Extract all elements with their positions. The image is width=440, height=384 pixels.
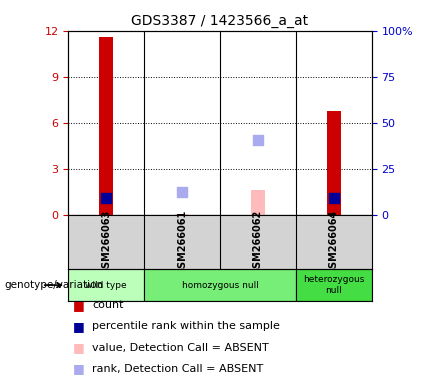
Text: GSM266061: GSM266061 [177, 209, 187, 275]
Text: count: count [92, 300, 124, 310]
Bar [175, 214, 189, 215]
Text: homozygous null: homozygous null [182, 281, 258, 290]
Text: ■: ■ [73, 362, 84, 375]
Point [330, 195, 337, 201]
Bar [296, 269, 372, 301]
Text: GSM266063: GSM266063 [101, 209, 111, 275]
Point [103, 194, 110, 200]
Bar [327, 111, 341, 215]
Text: percentile rank within the sample: percentile rank within the sample [92, 321, 280, 331]
Title: GDS3387 / 1423566_a_at: GDS3387 / 1423566_a_at [132, 14, 308, 28]
Text: ■: ■ [73, 320, 84, 333]
Text: wild type: wild type [85, 281, 127, 290]
Bar [251, 190, 265, 215]
Bar [144, 269, 296, 301]
Point [179, 189, 186, 195]
Text: value, Detection Call = ABSENT: value, Detection Call = ABSENT [92, 343, 269, 353]
Text: rank, Detection Call = ABSENT: rank, Detection Call = ABSENT [92, 364, 264, 374]
Bar [99, 37, 113, 215]
Text: GSM266062: GSM266062 [253, 209, 263, 275]
Bar [68, 269, 144, 301]
Text: genotype/variation: genotype/variation [4, 280, 103, 290]
Bar [175, 214, 189, 215]
Text: ■: ■ [73, 299, 84, 312]
Text: heterozygous
null: heterozygous null [303, 275, 364, 295]
Text: ■: ■ [73, 341, 84, 354]
Bar [251, 214, 265, 215]
Point [254, 137, 261, 143]
Text: GSM266064: GSM266064 [329, 209, 339, 275]
